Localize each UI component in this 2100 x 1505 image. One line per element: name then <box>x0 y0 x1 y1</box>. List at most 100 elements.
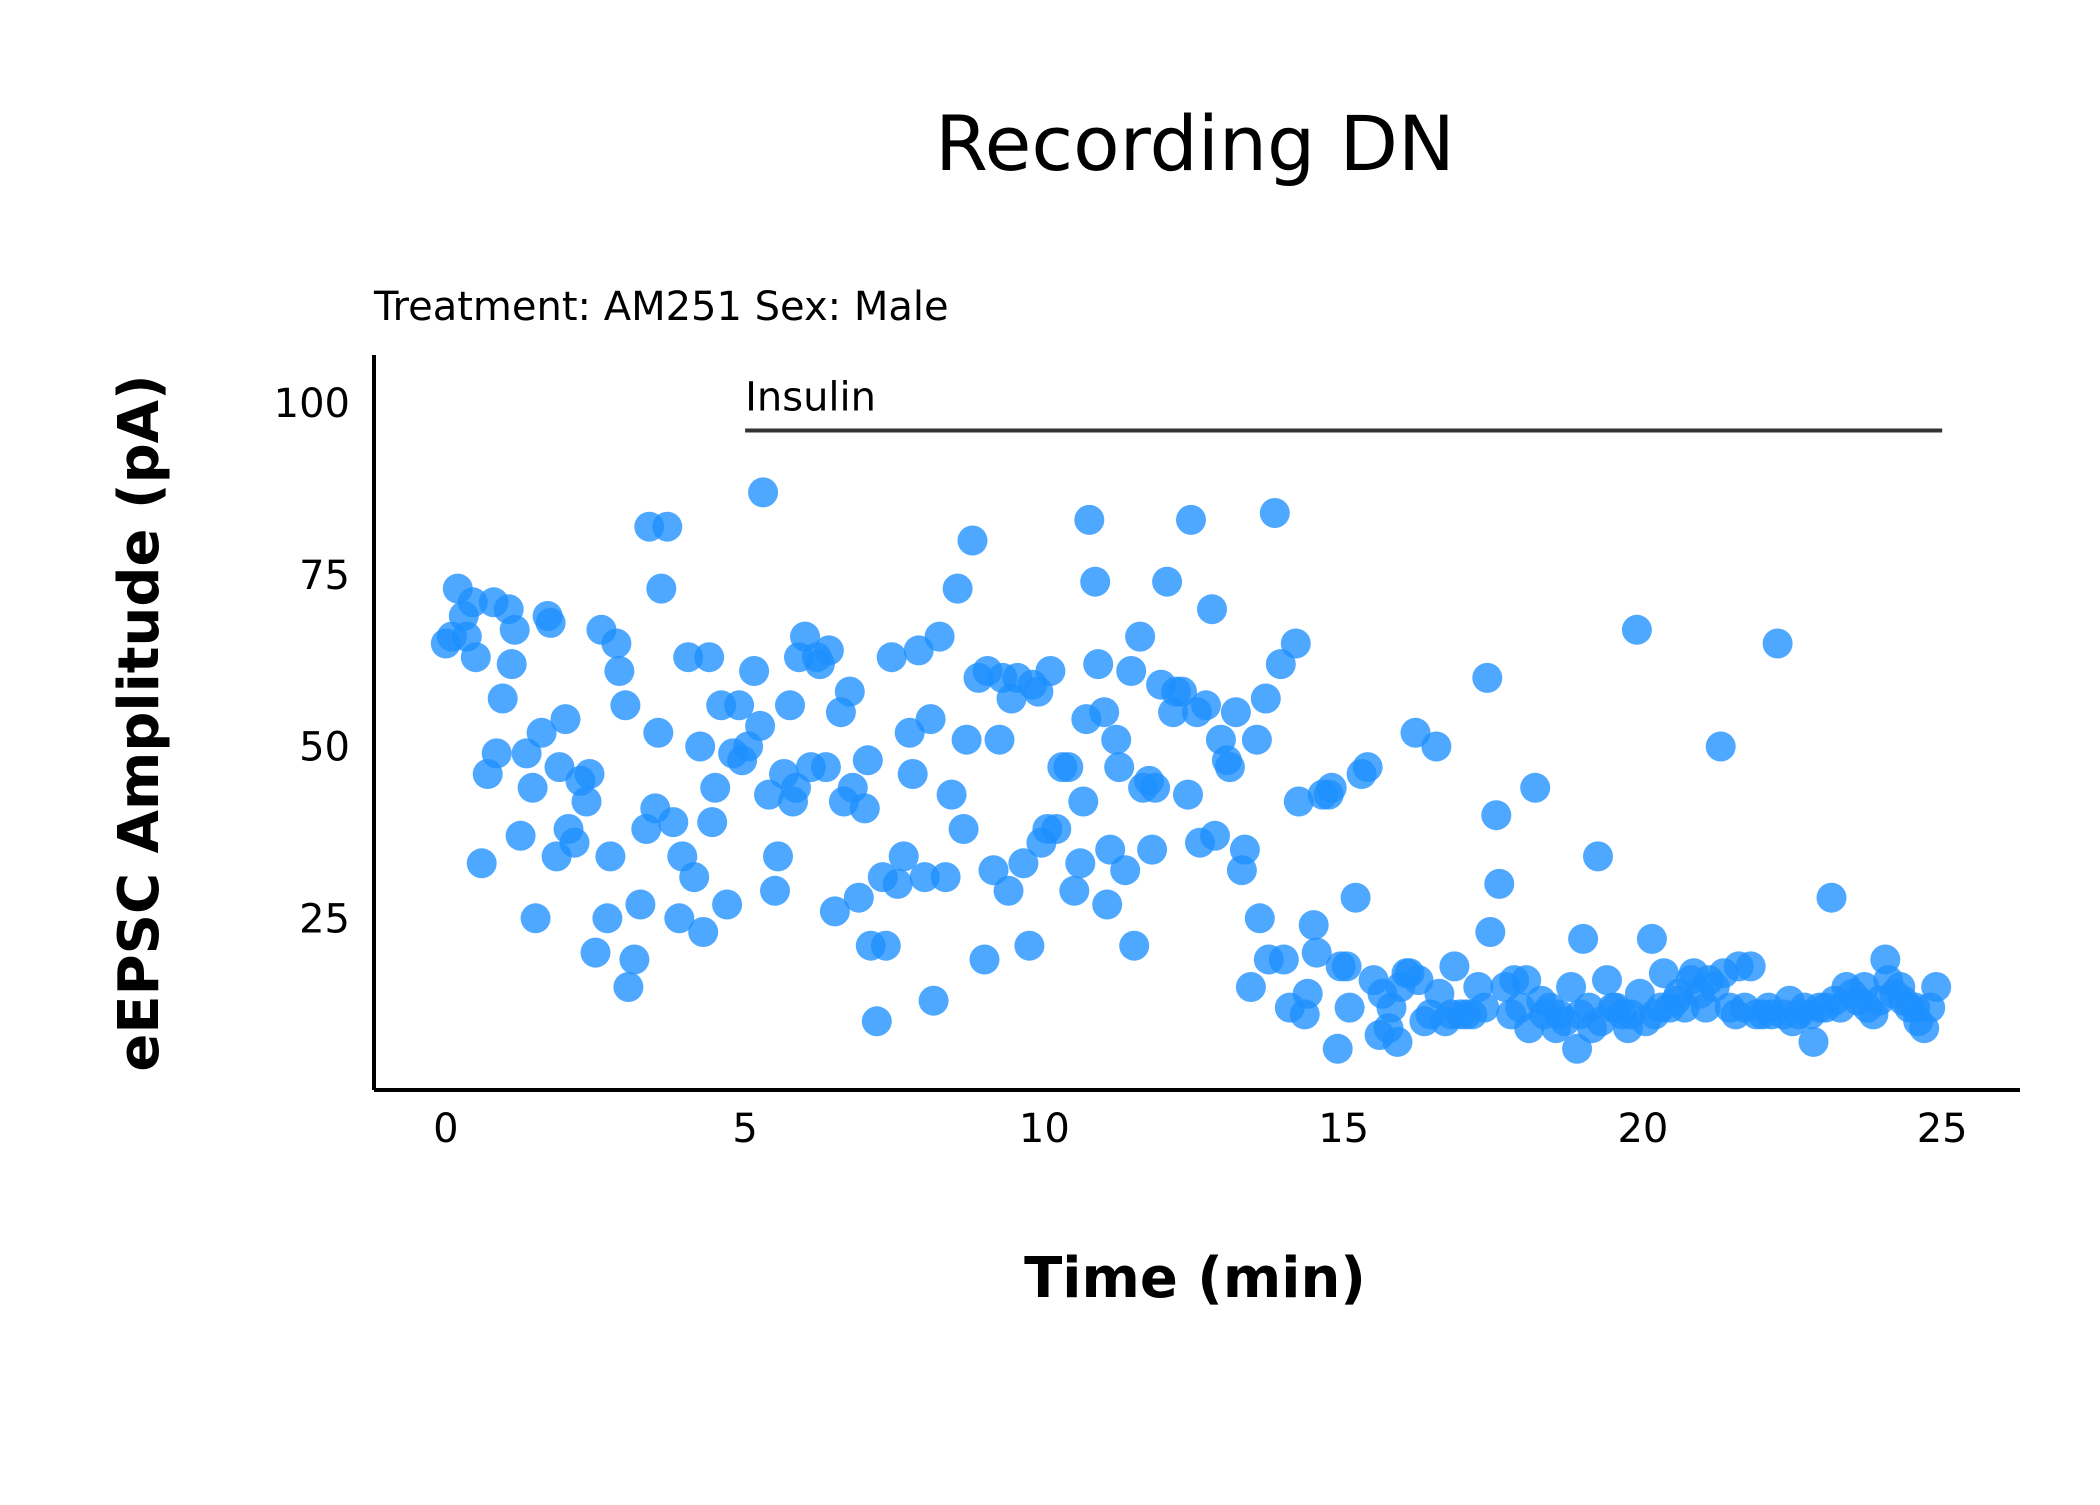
data-point-21 <box>535 607 566 638</box>
y-tick-25: 25 <box>299 896 350 942</box>
data-point-7 <box>466 848 497 879</box>
data-point-16 <box>511 738 542 769</box>
data-point-229 <box>1556 972 1587 1002</box>
data-point-212 <box>1472 662 1503 693</box>
data-point-10 <box>481 738 512 769</box>
data-point-45 <box>652 511 683 542</box>
data-point-177 <box>1298 910 1329 941</box>
data-point-136 <box>1101 724 1132 755</box>
data-point-145 <box>1140 772 1171 803</box>
data-point-169 <box>1259 498 1290 528</box>
data-point-5 <box>457 587 488 618</box>
data-point-144 <box>1137 834 1168 865</box>
data-point-99 <box>918 985 949 1016</box>
data-point-181 <box>1316 772 1347 803</box>
data-point-123 <box>1041 814 1072 844</box>
y-axis-title: eEPSC Amplitude (pA) <box>107 374 172 1071</box>
x-tick-0: 0 <box>433 1106 458 1152</box>
data-point-125 <box>1053 752 1084 783</box>
data-point-50 <box>679 862 710 893</box>
data-point-85 <box>849 793 880 824</box>
data-point-49 <box>673 642 704 673</box>
data-point-301 <box>1921 972 1952 1002</box>
data-point-92 <box>882 868 913 899</box>
y-tick-75: 75 <box>299 553 350 599</box>
data-point-79 <box>819 896 850 927</box>
chart-subtitle: Treatment: AM251 Sex: Male <box>373 284 949 330</box>
data-point-117 <box>1014 930 1045 961</box>
data-point-32 <box>592 903 623 934</box>
data-point-15 <box>505 820 536 851</box>
data-point-59 <box>724 690 755 721</box>
data-point-28 <box>571 786 602 817</box>
data-point-138 <box>1110 855 1141 886</box>
data-point-188 <box>1352 752 1383 783</box>
data-point-13 <box>496 649 527 680</box>
data-point-64 <box>748 477 779 508</box>
data-point-71 <box>781 772 811 803</box>
data-point-230 <box>1562 1033 1593 1064</box>
data-point-157 <box>1200 820 1230 851</box>
data-point-215 <box>1484 868 1515 899</box>
x-tick-5: 5 <box>732 1106 757 1152</box>
data-point-184 <box>1331 951 1362 982</box>
data-point-163 <box>1229 834 1260 865</box>
data-point-166 <box>1244 903 1275 934</box>
data-point-161 <box>1220 697 1251 728</box>
data-point-134 <box>1092 889 1123 920</box>
data-point-24 <box>550 704 581 735</box>
x-tick-10: 10 <box>1019 1106 1070 1152</box>
y-tick-labels: 25 50 75 100 <box>274 381 350 942</box>
data-point-133 <box>1089 697 1120 728</box>
data-point-43 <box>643 717 674 748</box>
data-point-69 <box>775 690 805 721</box>
data-point-139 <box>1116 656 1147 686</box>
data-point-53 <box>694 642 725 673</box>
data-point-29 <box>574 759 605 789</box>
data-point-14 <box>499 614 530 645</box>
data-point-11 <box>487 683 518 714</box>
data-point-220 <box>1511 965 1542 996</box>
data-point-156 <box>1197 594 1227 625</box>
y-tick-100: 100 <box>274 381 350 427</box>
data-point-211 <box>1469 992 1500 1023</box>
data-point-222 <box>1520 772 1551 803</box>
data-point-51 <box>685 731 716 762</box>
data-point-77 <box>810 752 841 783</box>
data-point-131 <box>1080 566 1111 597</box>
data-point-66 <box>760 875 790 906</box>
data-point-100 <box>924 621 955 652</box>
data-point-47 <box>664 903 695 934</box>
y-tick-50: 50 <box>299 725 350 771</box>
data-point-65 <box>754 779 784 810</box>
data-point-18 <box>520 903 551 934</box>
data-point-128 <box>1068 786 1099 817</box>
data-point-103 <box>942 573 973 604</box>
data-point-95 <box>897 759 928 789</box>
insulin-annotation: Insulin <box>745 375 1943 433</box>
data-point-116 <box>1008 848 1039 879</box>
data-point-91 <box>876 642 907 673</box>
x-axis-title: Time (min) <box>1024 1246 1366 1311</box>
x-tick-labels: 0 5 10 15 20 25 <box>433 1106 1968 1152</box>
data-point-266 <box>1735 951 1766 982</box>
data-point-170 <box>1265 649 1296 680</box>
x-tick-20: 20 <box>1617 1106 1668 1152</box>
data-point-271 <box>1762 628 1793 659</box>
data-point-214 <box>1481 800 1512 831</box>
data-point-122 <box>1035 656 1066 686</box>
data-point-39 <box>625 889 656 920</box>
data-point-130 <box>1074 504 1105 535</box>
data-point-105 <box>951 724 982 755</box>
data-point-82 <box>834 676 865 707</box>
data-point-164 <box>1235 972 1266 1002</box>
data-point-36 <box>610 690 641 721</box>
data-point-104 <box>948 814 979 844</box>
data-point-17 <box>517 772 548 803</box>
data-point-19 <box>526 717 557 748</box>
data-point-235 <box>1583 841 1613 872</box>
data-point-26 <box>559 827 590 858</box>
x-tick-25: 25 <box>1917 1106 1968 1152</box>
data-point-126 <box>1059 875 1090 906</box>
